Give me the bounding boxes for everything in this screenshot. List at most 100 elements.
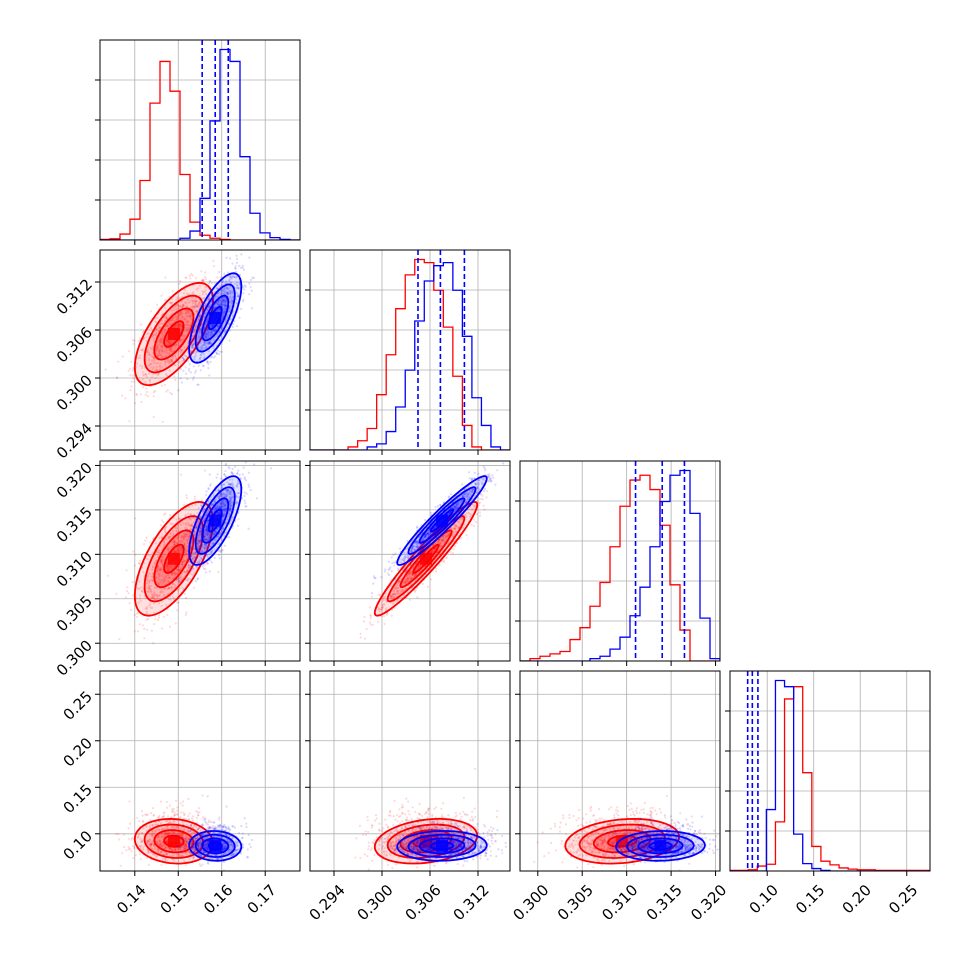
scatter-point	[175, 317, 179, 320]
scatter-point	[174, 324, 177, 327]
scatter-point	[125, 589, 129, 593]
scatter-point	[181, 560, 184, 563]
scatter-point	[182, 357, 185, 360]
scatter-point	[216, 276, 219, 279]
scatter-point	[129, 608, 133, 611]
scatter-point	[117, 360, 120, 363]
scatter-point	[521, 442, 523, 444]
scatter-point	[148, 572, 151, 575]
scatter-point	[154, 390, 157, 393]
scatter-point	[165, 315, 168, 318]
scatter-point	[228, 508, 231, 511]
scatter-point	[165, 603, 168, 606]
scatter-point	[218, 304, 221, 307]
scatter-point	[183, 535, 186, 538]
scatter-point	[211, 324, 215, 327]
scatter-point	[205, 513, 208, 516]
scatter-point	[229, 499, 232, 502]
scatter-point	[146, 628, 149, 631]
scatter-point	[211, 294, 214, 297]
scatter-point	[196, 547, 200, 550]
scatter-point	[145, 610, 148, 613]
scatter-point	[471, 508, 474, 511]
scatter-point	[224, 291, 227, 294]
scatter-point	[215, 287, 218, 290]
scatter-point	[229, 276, 232, 279]
scatter-point	[158, 340, 161, 343]
scatter-point	[230, 496, 234, 499]
scatter-point	[225, 531, 228, 534]
scatter-point	[224, 500, 227, 503]
scatter-point	[202, 567, 205, 570]
scatter-point	[185, 312, 188, 315]
scatter-point	[255, 497, 258, 500]
scatter-point	[139, 599, 142, 602]
scatter-point	[227, 322, 230, 325]
scatter-point	[209, 333, 212, 337]
scatter-point	[167, 537, 171, 540]
scatter-point	[455, 524, 458, 527]
scatter-point	[241, 473, 244, 476]
scatter-point	[222, 293, 225, 296]
scatter-point	[204, 289, 207, 292]
scatter-point	[251, 307, 254, 310]
scatter-point	[193, 534, 196, 537]
scatter-point	[198, 530, 202, 533]
scatter-point	[222, 504, 225, 507]
scatter-point	[217, 300, 220, 303]
scatter-point	[156, 582, 159, 585]
scatter-point	[236, 286, 239, 289]
scatter-point	[223, 304, 227, 307]
scatter-point	[441, 560, 444, 563]
scatter-point	[477, 504, 480, 507]
scatter-point	[441, 538, 444, 541]
scatter-point	[382, 615, 386, 618]
scatter-point	[224, 300, 227, 303]
scatter-point	[153, 330, 156, 333]
scatter-point	[167, 536, 170, 539]
scatter-point	[434, 542, 437, 545]
scatter-point	[423, 555, 426, 558]
scatter-point	[176, 298, 179, 301]
scatter-point	[203, 535, 207, 538]
scatter-point	[207, 350, 210, 353]
scatter-point	[165, 324, 169, 327]
scatter-point	[222, 509, 225, 512]
scatter-point	[178, 339, 181, 343]
scatter-point	[224, 296, 227, 299]
scatter-point	[438, 539, 441, 542]
scatter-point	[468, 492, 471, 495]
scatter-point	[182, 535, 185, 539]
scatter-point	[218, 308, 222, 311]
scatter-point	[145, 373, 148, 376]
scatter-point	[201, 290, 204, 293]
scatter-point	[156, 316, 159, 319]
scatter-point	[194, 299, 197, 302]
scatter-point	[228, 304, 231, 307]
scatter-point	[126, 586, 129, 589]
scatter-point	[227, 514, 230, 518]
scatter-point	[169, 357, 172, 361]
scatter-point	[207, 532, 210, 535]
scatter-point	[173, 354, 177, 357]
scatter-point	[205, 335, 208, 339]
scatter-point	[174, 305, 177, 308]
scatter-point	[228, 496, 231, 500]
scatter-point	[223, 510, 226, 513]
scatter-point	[198, 539, 201, 542]
scatter-point	[181, 315, 184, 318]
scatter-point	[217, 504, 220, 507]
scatter-point	[158, 326, 162, 329]
scatter-point	[196, 512, 199, 515]
scatter-point	[184, 355, 187, 358]
scatter-point	[237, 295, 240, 298]
scatter-point	[221, 303, 224, 307]
scatter-point	[154, 542, 157, 545]
scatter-point	[160, 535, 163, 538]
scatter-point	[173, 543, 176, 546]
scatter-point	[397, 586, 400, 590]
scatter-point	[198, 533, 201, 537]
scatter-point	[204, 329, 207, 332]
scatter-point	[185, 323, 188, 326]
scatter-point	[402, 581, 405, 584]
